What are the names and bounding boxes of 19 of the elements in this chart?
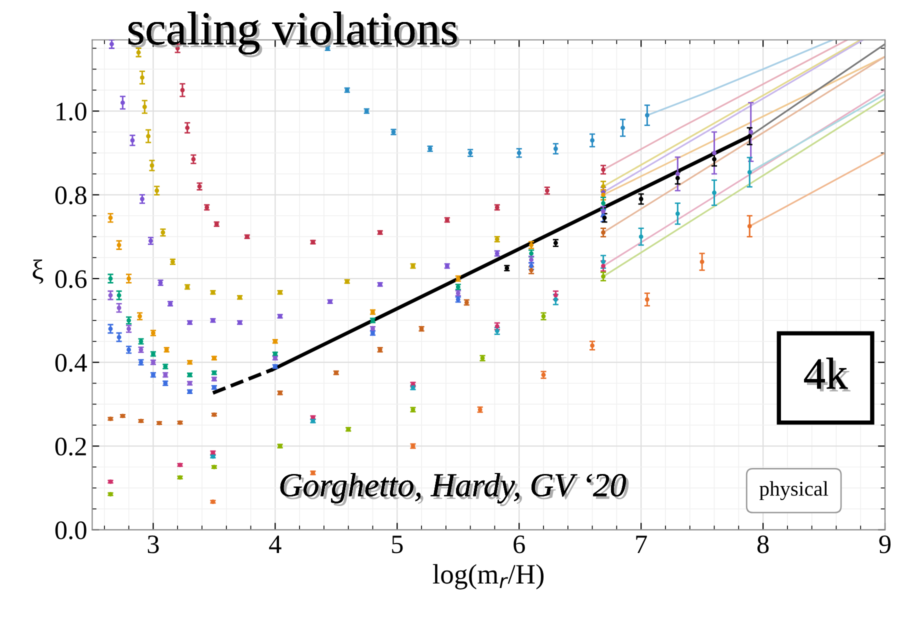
- x-tick-label: 7: [636, 536, 647, 553]
- x-tick-label: 5: [392, 536, 403, 554]
- x-tick-label: 6: [514, 536, 525, 554]
- x-axis-title: log(m$_{r}$/H): [432, 564, 544, 590]
- y-tick-label: 0.2: [55, 438, 86, 456]
- y-tick-label: 0.6: [55, 270, 87, 288]
- y-tick-label: 1.0: [56, 102, 86, 121]
- x-tick-label: 4: [269, 536, 282, 553]
- chart-title: scaling violations: [128, 12, 460, 58]
- x-tick-label: 8: [757, 535, 769, 554]
- y-tick-label: 0.4: [55, 354, 87, 372]
- y-axis-title: ξ: [32, 260, 44, 284]
- annotation: 4k: [804, 358, 851, 392]
- y-tick-label: 0.0: [55, 521, 86, 540]
- x-tick-label: 9: [879, 536, 891, 554]
- annotation: physical: [759, 481, 828, 500]
- x-tick-label: 3: [148, 536, 159, 554]
- y-tick-label: 0.8: [55, 186, 86, 204]
- annotation: Gorghetto, Hardy, GV ‘20: [280, 473, 629, 506]
